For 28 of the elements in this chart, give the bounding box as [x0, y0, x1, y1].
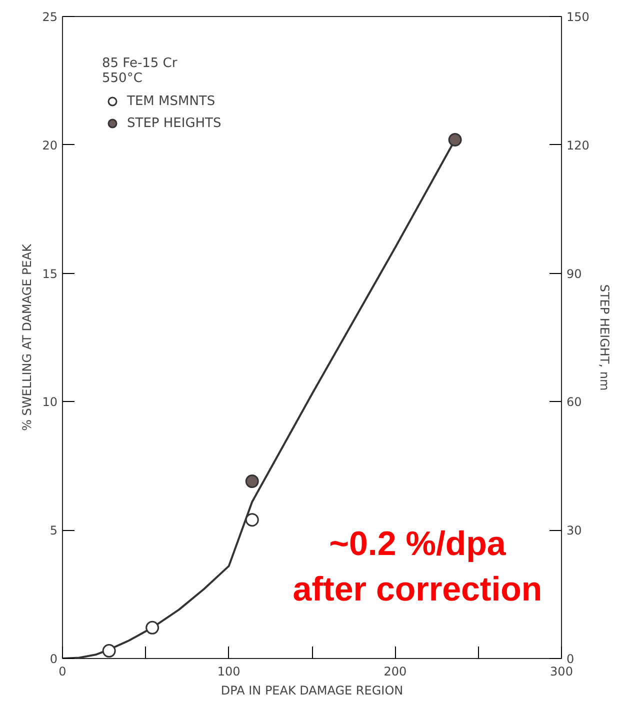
point [448, 133, 462, 146]
y-tick-label: 25 [42, 10, 58, 24]
y-tick-label: 15 [42, 266, 58, 281]
x-tick-label: 100 [217, 664, 240, 678]
x-tick-label: 0 [58, 664, 66, 678]
y2-tick-label: 30 [566, 524, 582, 538]
legend-label: STEP HEIGHTS [127, 116, 222, 130]
y2-tick-label: 120 [566, 138, 590, 152]
x-tick-label: 300 [550, 664, 573, 678]
annotation: ~0.2 %/dpa after correction [292, 524, 542, 608]
y-tick-label: 5 [50, 524, 58, 538]
x-tick-label: 200 [384, 664, 407, 678]
y2-axis-title: STEP HEIGHT, nm [597, 284, 612, 391]
y-axis-title: % SWELLING AT DAMAGE PEAK [20, 242, 34, 431]
point [146, 620, 160, 634]
y2-tick-label: 0 [566, 652, 574, 666]
y2-tick-label: 60 [566, 395, 582, 410]
y2-tick-label: 90 [566, 266, 582, 281]
y-tick-label: 0 [50, 652, 58, 666]
legend-title: 85 Fe-15 Cr 550°C [102, 56, 178, 86]
point [245, 474, 259, 488]
point [102, 644, 116, 658]
x-axis-title: DPA IN PEAK DAMAGE REGION [220, 684, 404, 698]
y-tick-label: 10 [42, 395, 58, 410]
y-tick-label: 20 [42, 138, 58, 152]
point [245, 513, 259, 527]
y2-tick-label: 150 [566, 10, 590, 24]
legend-label: TEM MSMNTS [127, 94, 216, 108]
